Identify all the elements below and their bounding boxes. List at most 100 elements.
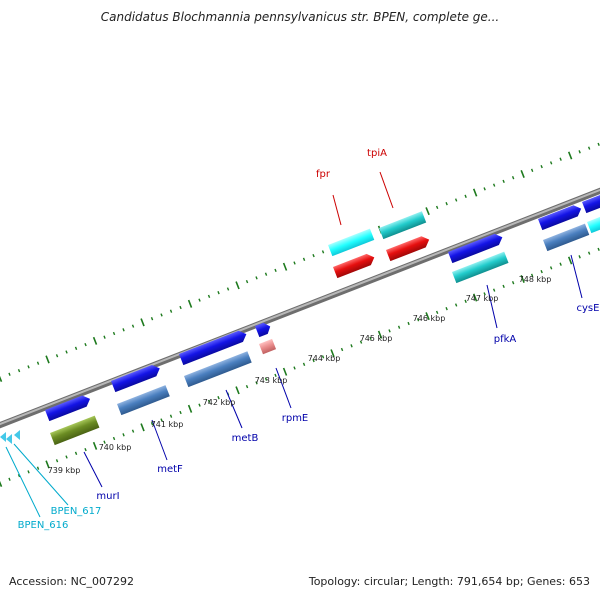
tick-mark bbox=[597, 142, 600, 146]
tick-mark bbox=[84, 342, 87, 347]
gene-feature[interactable] bbox=[543, 223, 590, 252]
tick-mark bbox=[425, 207, 430, 216]
tick-mark bbox=[169, 414, 173, 418]
scale-label: 746 kbp bbox=[413, 314, 446, 323]
gene-label-cysE[interactable]: cysE bbox=[577, 303, 600, 314]
gene-feature[interactable] bbox=[117, 385, 170, 416]
tick-mark bbox=[502, 179, 505, 184]
gene-feature-forward[interactable] bbox=[255, 321, 272, 338]
tick-mark bbox=[179, 410, 182, 415]
tick-mark bbox=[226, 287, 230, 291]
tick-mark bbox=[597, 247, 600, 251]
tick-mark bbox=[274, 268, 277, 273]
tick-mark bbox=[549, 266, 553, 270]
gene-label-fpr[interactable]: fpr bbox=[316, 169, 331, 180]
tick-mark bbox=[530, 168, 534, 172]
gene-label-pfkA[interactable]: pfkA bbox=[494, 334, 517, 345]
tick-mark bbox=[397, 325, 401, 329]
tick-mark bbox=[140, 318, 145, 327]
tick-mark bbox=[435, 205, 439, 210]
gene-feature-forward[interactable] bbox=[179, 329, 249, 366]
tick-mark bbox=[578, 150, 581, 154]
gene-feature-forward[interactable] bbox=[45, 393, 92, 422]
tick-mark bbox=[45, 355, 50, 364]
tick-mark bbox=[245, 384, 249, 389]
tick-mark bbox=[540, 164, 543, 169]
tick-mark bbox=[445, 202, 448, 206]
gene-feature-trna-left[interactable] bbox=[0, 430, 20, 444]
tick-mark bbox=[483, 187, 486, 191]
tick-mark bbox=[0, 375, 3, 383]
tick-mark bbox=[140, 423, 145, 432]
gene-feature-forward[interactable] bbox=[111, 363, 162, 393]
tick-mark bbox=[464, 299, 467, 303]
tick-mark bbox=[179, 305, 182, 310]
tick-mark bbox=[369, 336, 372, 341]
gene-feature-trna[interactable] bbox=[259, 338, 277, 355]
gene-feature-forward[interactable] bbox=[538, 203, 583, 231]
gene-feature-reverse[interactable] bbox=[386, 234, 431, 262]
tick-mark bbox=[454, 198, 458, 202]
tick-mark bbox=[169, 309, 173, 313]
tick-mark bbox=[502, 284, 505, 289]
tick-mark bbox=[587, 146, 591, 150]
gene-label-BPEN_616[interactable]: BPEN_616 bbox=[18, 520, 69, 531]
gene-feature-forward[interactable] bbox=[328, 228, 375, 257]
tick-mark bbox=[520, 170, 525, 178]
tick-mark bbox=[92, 441, 98, 450]
tick-mark bbox=[587, 251, 591, 255]
tick-mark bbox=[217, 291, 220, 295]
tick-mark bbox=[198, 403, 201, 407]
tick-mark bbox=[293, 366, 296, 370]
tick-mark bbox=[122, 328, 125, 332]
gene-feature-forward[interactable] bbox=[448, 232, 505, 264]
tick-mark bbox=[492, 183, 496, 187]
gene-feature-forward[interactable] bbox=[582, 191, 600, 214]
tick-mark bbox=[92, 336, 98, 345]
scale-label: 739 kbp bbox=[48, 466, 81, 475]
tick-mark bbox=[17, 368, 21, 373]
gene-feature[interactable] bbox=[452, 251, 509, 284]
tick-mark bbox=[207, 294, 211, 299]
tick-mark bbox=[321, 355, 325, 359]
gene-features[interactable] bbox=[0, 191, 600, 446]
tick-mark bbox=[282, 262, 288, 271]
gene-feature-forward[interactable] bbox=[379, 211, 427, 240]
tick-mark bbox=[55, 354, 59, 358]
tick-mark bbox=[207, 399, 211, 404]
scale-label: 744 kbp bbox=[308, 354, 341, 363]
tick-mark bbox=[27, 470, 30, 474]
tick-mark bbox=[103, 335, 106, 339]
tick-mark bbox=[27, 365, 30, 369]
tick-mark bbox=[235, 281, 240, 290]
gene-label-murI[interactable]: murI bbox=[96, 491, 119, 502]
gene-feature-reverse[interactable] bbox=[333, 252, 376, 279]
gene-label-metF[interactable]: metF bbox=[157, 464, 183, 475]
tick-mark bbox=[454, 303, 458, 307]
gene-feature[interactable] bbox=[184, 351, 252, 388]
gene-label-rpmE[interactable]: rpmE bbox=[282, 413, 309, 424]
tick-mark bbox=[549, 161, 553, 165]
tick-mark bbox=[45, 460, 50, 469]
tick-mark bbox=[198, 298, 201, 302]
tick-mark bbox=[540, 269, 543, 274]
tick-mark bbox=[312, 253, 315, 258]
tick-mark bbox=[293, 261, 296, 265]
tick-mark bbox=[17, 473, 21, 478]
tick-mark bbox=[567, 256, 573, 265]
outer-tick-track bbox=[0, 142, 600, 383]
gene-label-BPEN_617[interactable]: BPEN_617 bbox=[51, 506, 102, 517]
tick-mark bbox=[65, 455, 68, 459]
gene-feature-rrna[interactable] bbox=[50, 415, 100, 446]
gene-label-tpiA[interactable]: tpiA bbox=[367, 148, 387, 159]
gene-label-metB[interactable]: metB bbox=[232, 433, 259, 444]
scale-labels: 739 kbp 740 kbp 741 kbp 742 kbp 743 kbp … bbox=[48, 275, 552, 475]
tick-mark bbox=[74, 346, 78, 350]
tick-mark bbox=[416, 318, 420, 322]
tick-mark bbox=[359, 340, 363, 344]
tick-mark bbox=[122, 433, 125, 437]
tick-mark bbox=[8, 372, 11, 376]
gene-feature[interactable] bbox=[587, 214, 600, 234]
tick-mark bbox=[282, 367, 288, 376]
